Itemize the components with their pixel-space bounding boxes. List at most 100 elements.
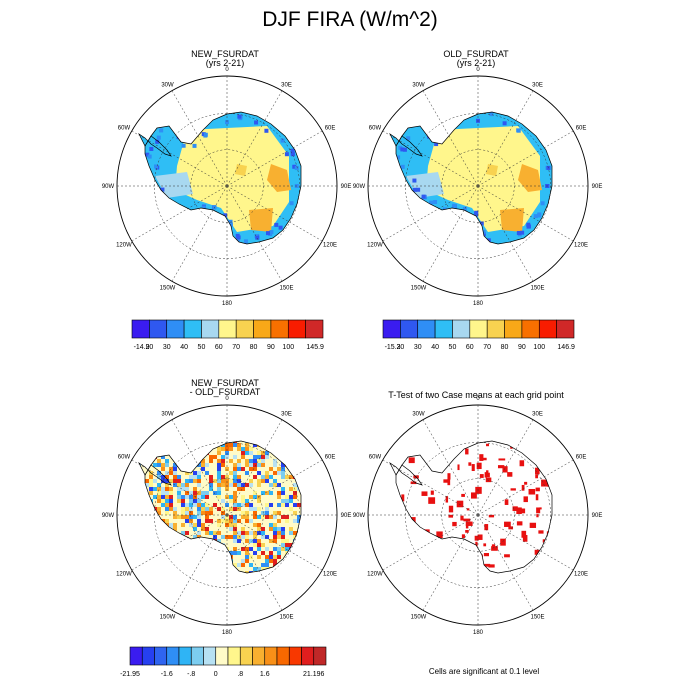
map-3-cell (237, 479, 241, 483)
map-2-warm-patch (518, 164, 542, 192)
map-3-cell (233, 467, 237, 471)
map-3-cell (173, 563, 177, 567)
map-2-map-label: 60W (369, 126, 382, 132)
map-3-cell (153, 575, 157, 579)
map-3-cell (281, 487, 285, 491)
map-3-cell (297, 441, 301, 443)
map-3-cell (313, 507, 317, 511)
map-3-cell (305, 519, 309, 523)
map-3-cell (197, 555, 201, 559)
map-3-cell (305, 539, 309, 543)
map-3-cell (193, 447, 197, 451)
map-3-cell (277, 467, 281, 471)
map-3-cell (261, 459, 265, 463)
map-3-cell (197, 543, 201, 547)
map-4-significant-cell (471, 464, 475, 472)
map-3-cell (277, 495, 281, 499)
map-2-cell (520, 230, 525, 235)
map-3-cell (269, 539, 273, 543)
map-3-cell (229, 571, 233, 573)
map-3-cell (197, 479, 201, 483)
map-3-cell (229, 551, 233, 555)
map-2-coastline (395, 111, 553, 245)
map-3-cell (185, 567, 189, 571)
map-4-significant-cell (488, 564, 495, 568)
map-3-cell (153, 527, 157, 531)
map-3-cell (139, 511, 141, 515)
map-3-cell (301, 443, 305, 447)
map-2-cell (434, 142, 439, 147)
map-4-significant-cell (479, 457, 487, 461)
map-3-cell (289, 507, 293, 511)
map-4-significant-cell (542, 470, 548, 473)
map-3-cell (305, 551, 309, 555)
map-3-cell (197, 515, 201, 519)
map-3-cell (305, 487, 309, 491)
map-3-map-label: 90W (102, 513, 115, 519)
map-3-cell (157, 507, 161, 511)
colorbar-swatch (129, 646, 143, 666)
map-3-cell (165, 463, 169, 467)
map-1-cell (192, 143, 197, 148)
map-3-coastline (144, 440, 302, 574)
map-3-cell (305, 531, 309, 535)
map-3-cell (189, 515, 193, 519)
map-4-significant-cell (516, 507, 522, 515)
map-3-cell (309, 451, 313, 455)
map-3-cell (205, 451, 209, 455)
map-3-cell (185, 463, 189, 467)
map-3-coastline (138, 461, 172, 486)
map-3-cell (253, 459, 257, 463)
map-3-cell (197, 441, 201, 443)
map-3-cell (221, 515, 225, 519)
map-3-cell (257, 515, 261, 519)
map-4-significant-cell (466, 508, 470, 511)
map-4-significant-cell (476, 462, 482, 470)
map-3-cell (165, 531, 169, 535)
map-3-cell (193, 515, 197, 519)
map-3-cell (169, 503, 173, 507)
map-4-significant-cell (491, 544, 496, 548)
map-3-cell (285, 475, 289, 479)
map-4-significant-cell (510, 446, 513, 449)
map-3-cell (205, 555, 209, 559)
map-1-cell (159, 128, 164, 133)
map-3-cell (285, 543, 289, 547)
map-3-cell (197, 443, 201, 447)
map-3-cell (193, 547, 197, 551)
colorbar-swatch (288, 646, 302, 666)
map-4-coastline (395, 440, 553, 574)
map-3-cell (197, 531, 201, 535)
map-3-cell (245, 459, 249, 463)
map-3-cell (289, 495, 293, 499)
map-3-cell (281, 515, 285, 519)
map-3-cell (181, 495, 185, 499)
map-3-cell (297, 559, 301, 563)
map-3-cell (165, 579, 169, 583)
map-3-cell (157, 519, 161, 523)
map-3-cell (273, 579, 277, 583)
colorbar-swatch (521, 319, 540, 339)
map-3-cell (297, 535, 301, 539)
map-3-cell (185, 551, 189, 555)
colorbar-swatch (253, 319, 272, 339)
map-3-cell (201, 451, 205, 455)
map-3-cell (201, 467, 205, 471)
map-3-cell (165, 479, 169, 483)
map-4-meridian-line (477, 514, 534, 611)
map-3-cell (209, 455, 213, 459)
map-3-cell (245, 451, 249, 455)
map-3-cell (185, 519, 189, 523)
map-3-cell (141, 435, 145, 439)
map-3-cell (233, 563, 237, 567)
map-1-map-label: 30W (161, 83, 174, 89)
map-3-cell (173, 579, 177, 583)
map-3-cell (149, 459, 153, 463)
map-3-cell (189, 519, 193, 523)
map-3-cell (139, 499, 141, 503)
map-3-cell (265, 479, 269, 483)
map-3-cell (181, 575, 185, 579)
map-2-warm-patch (486, 164, 498, 176)
map-3-cell (197, 519, 201, 523)
map-3-cell (209, 543, 213, 547)
